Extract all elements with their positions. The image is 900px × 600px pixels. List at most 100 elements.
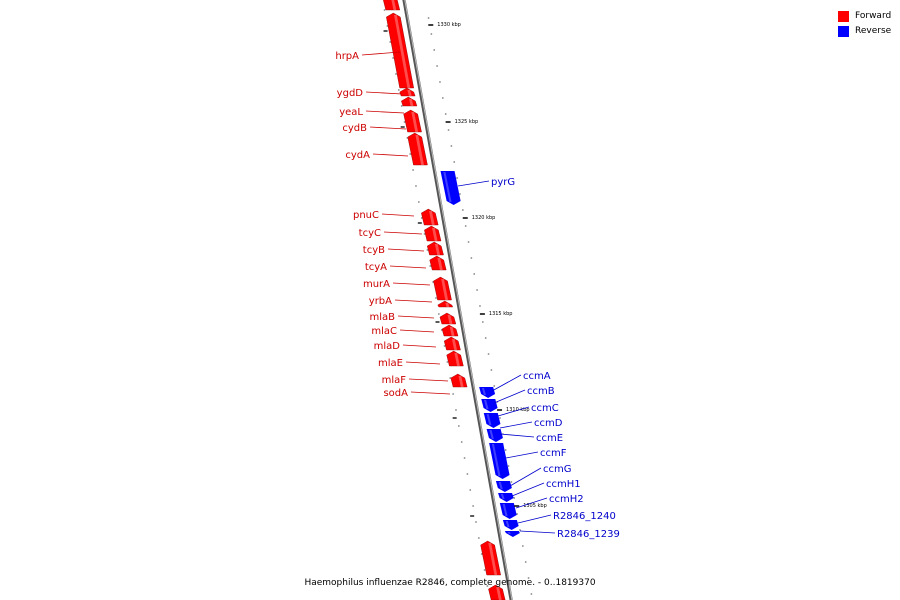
- forward-gene-block: [437, 300, 454, 308]
- gene-label-forward: pnuC: [353, 210, 379, 221]
- gene-label-forward: mlaD: [374, 341, 401, 352]
- forward-gene-block-shape: [383, 0, 401, 11]
- legend-item-reverse: Reverse: [838, 24, 891, 38]
- reverse-gene-block-shade: [489, 430, 494, 439]
- gene-label-reverse: pyrG: [491, 177, 515, 188]
- leader-line-reverse: [519, 530, 556, 534]
- forward-gene-block: [480, 540, 501, 576]
- gene-label-forward: hrpA: [335, 51, 359, 62]
- leader-line-forward: [369, 126, 407, 130]
- forward-gene-block-shade: [496, 587, 502, 600]
- forward-gene-block: [441, 324, 459, 337]
- forward-gene-block: [386, 12, 414, 89]
- forward-gene-block: [433, 276, 452, 301]
- reverse-gene-block-shade: [486, 414, 492, 425]
- gene-label-reverse: R2846_1240: [553, 511, 616, 522]
- forward-gene-block-shape: [433, 276, 452, 301]
- gene-label-forward: yeaL: [339, 107, 363, 118]
- kbp-label: 1305 kbp: [523, 503, 547, 509]
- tick-marks: [383, 9, 533, 595]
- forward-gene-block-shape: [443, 336, 461, 351]
- forward-gene-block: [424, 225, 442, 242]
- forward-gene-block-shape: [441, 324, 459, 337]
- gene-labels: hrpA ygdD yeaL cydB cydA pnuC tcyC tcyB tcyA murA…: [335, 51, 620, 540]
- gene-label-forward: cydA: [345, 150, 370, 161]
- genome-backbone: [402, 0, 513, 600]
- leader-line-reverse: [505, 451, 539, 459]
- forward-gene-block-shade: [407, 90, 412, 96]
- forward-gene-block: [429, 255, 447, 271]
- forward-gene-block-shape: [407, 132, 428, 166]
- gene-label-forward: tcyB: [363, 245, 385, 256]
- forward-gene-block: [450, 373, 468, 388]
- reverse-gene-block-shade: [500, 494, 505, 499]
- gene-label-forward: yrbA: [369, 296, 392, 307]
- reverse-gene-block-shade: [505, 521, 510, 527]
- gene-label-reverse: ccmC: [531, 403, 559, 414]
- leader-line-forward: [399, 329, 435, 333]
- backbone-highlight: [404, 0, 513, 600]
- backbone-line: [402, 0, 513, 600]
- forward-gene-block: [401, 96, 418, 107]
- gene-label-forward: murA: [363, 279, 390, 290]
- leader-line-forward: [410, 391, 451, 395]
- forward-gene-block: [399, 87, 416, 97]
- forward-gene-block: [439, 312, 457, 325]
- leader-line-forward: [381, 213, 415, 217]
- reverse-gene-block: [489, 443, 510, 479]
- leader-line-forward: [372, 153, 409, 157]
- gene-label-reverse: ccmH2: [549, 494, 584, 505]
- reverse-gene-block-shade: [443, 172, 452, 202]
- forward-gene-block-shade: [415, 135, 424, 165]
- legend: Forward Reverse: [838, 9, 891, 39]
- gene-label-forward: tcyC: [359, 228, 381, 239]
- leader-line-reverse: [517, 514, 552, 524]
- reverse-gene-block: [498, 493, 514, 502]
- reverse-gene-block-shape: [483, 413, 501, 428]
- reverse-gene-block: [479, 387, 496, 398]
- forward-gene-block-shape: [480, 540, 501, 576]
- reverse-gene-block-shade: [502, 504, 508, 516]
- reverse-gene-block-shade: [484, 400, 489, 409]
- leader-line-reverse: [491, 374, 522, 392]
- forward-gene-block-shape: [446, 350, 464, 367]
- reverse-gene-block: [481, 399, 498, 412]
- forward-gene-block: [407, 132, 428, 166]
- forward-gene-block-shade: [394, 15, 411, 88]
- forward-swatch: [838, 10, 849, 22]
- gene-label-forward: ygdD: [337, 88, 364, 99]
- leader-line-reverse: [509, 467, 542, 487]
- gene-label-forward: tcyA: [365, 262, 387, 273]
- forward-gene-block: [383, 0, 401, 11]
- forward-gene-block-shape: [450, 373, 468, 388]
- gene-label-forward: sodA: [383, 388, 408, 399]
- forward-gene-block-shape: [437, 300, 454, 308]
- reverse-swatch: [838, 25, 849, 37]
- gene-label-forward: mlaB: [369, 312, 395, 323]
- forward-gene-block-shade: [434, 244, 441, 255]
- forward-gene-block-shade: [432, 228, 438, 241]
- forward-gene-block-shade: [445, 303, 450, 307]
- leader-line-forward: [389, 265, 427, 269]
- forward-gene-block-shape: [399, 87, 416, 97]
- reverse-gene-block-shape: [502, 520, 519, 530]
- leader-line-reverse: [511, 482, 545, 497]
- leader-line-forward: [402, 344, 437, 348]
- forward-gene-block-shape: [429, 255, 447, 271]
- forward-gene-block: [421, 208, 439, 226]
- reverse-gene-block: [486, 429, 503, 442]
- reverse-gene-block-shade: [481, 388, 486, 395]
- forward-gene-block-shape: [424, 225, 442, 242]
- reverse-gene-block: [440, 171, 461, 205]
- kbp-label: 1330 kbp: [437, 22, 461, 28]
- leader-line-reverse: [497, 406, 530, 417]
- leader-line-reverse: [493, 389, 526, 404]
- legend-item-forward: Forward: [838, 9, 891, 23]
- forward-gene-block-shape: [401, 96, 418, 107]
- leader-line-forward: [392, 282, 431, 286]
- forward-gene-block-shape: [386, 12, 414, 89]
- forward-gene-block-shade: [429, 211, 435, 225]
- reverse-gene-block: [502, 520, 519, 530]
- reverse-gene-block-shade: [491, 444, 501, 476]
